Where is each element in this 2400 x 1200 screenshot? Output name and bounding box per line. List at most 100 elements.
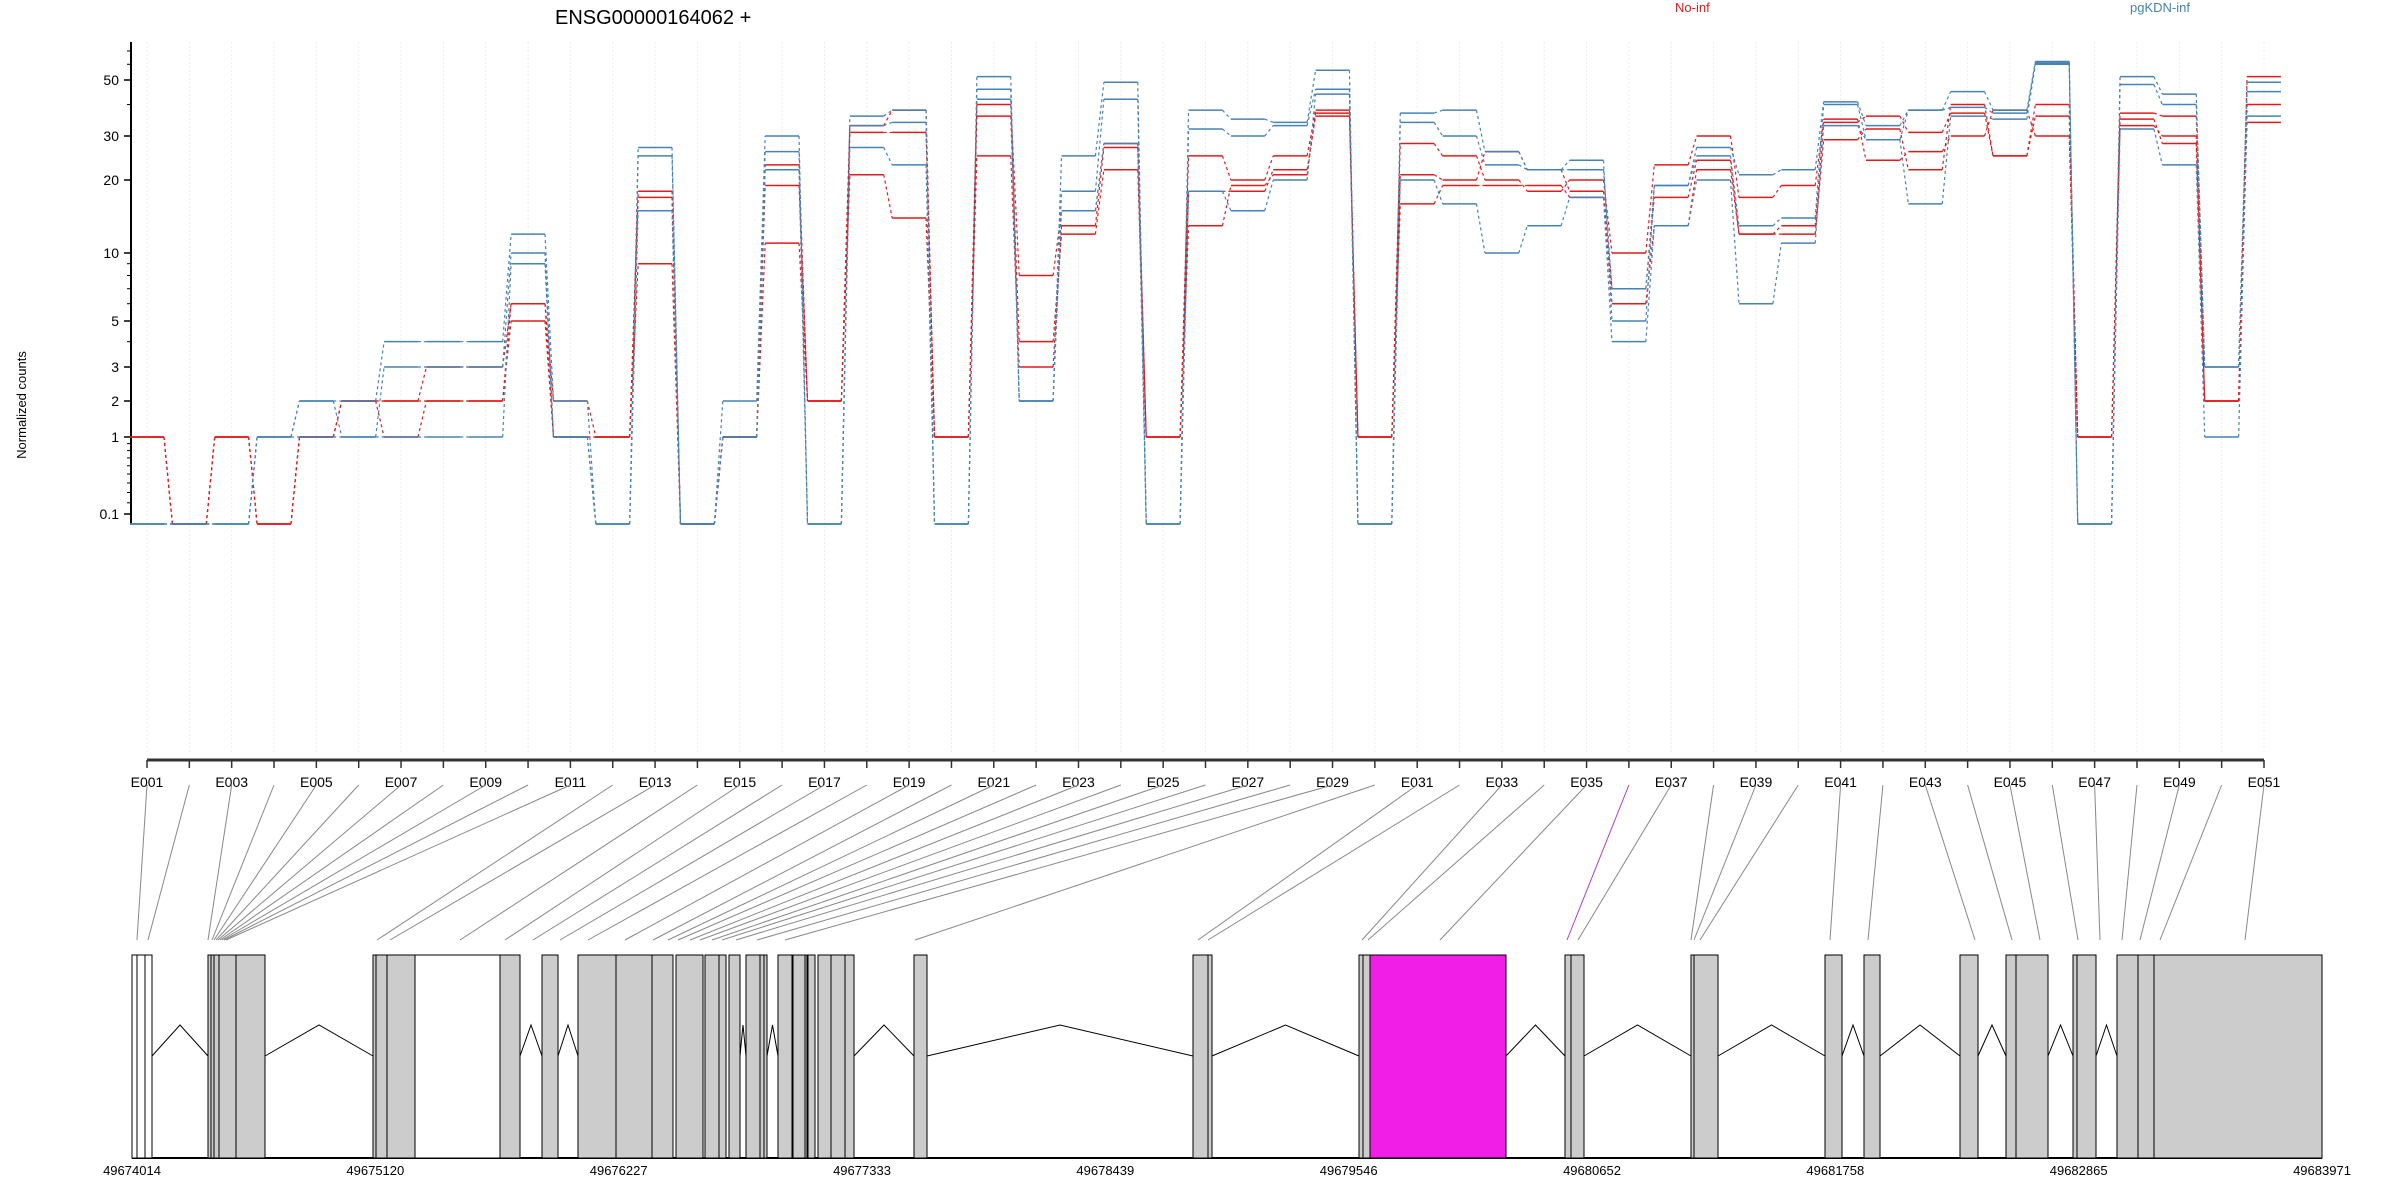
exon-connector-line [586,400,597,438]
exon-connector-line [1645,185,1655,289]
y-tick-label: 1 [111,429,119,445]
genomic-coordinate-label: 49674014 [103,1163,161,1178]
exon-connector-line [417,400,428,438]
exon-connector-line [2153,118,2163,144]
exon-connector-line [1264,155,1274,181]
exon-box [704,954,720,1159]
exon-connector-line [1602,169,1613,289]
exon-box [2153,954,2323,1159]
exon-box [136,954,146,1159]
exon-connector-line [375,400,385,438]
exon-connector [532,784,783,941]
exon-connector-line [1772,217,1782,227]
exon-connector-line [2195,143,2206,402]
x-tick-label: E029 [1316,774,1349,790]
series-lines [130,60,2281,525]
exon-connector [223,784,529,941]
exon-connector-line [1179,191,1190,525]
exon-connector-line [2026,61,2036,111]
exon-connector-line [1602,197,1613,342]
exon-connector-line [629,197,639,438]
exon-connector-line [1984,91,1994,111]
exon-box [2076,954,2097,1159]
x-tick-label: E037 [1655,774,1688,790]
exon-box [235,954,266,1159]
exon-connector-line [1772,169,1782,176]
exon-connector-line [1433,122,1444,137]
x-tick-label: E021 [977,774,1010,790]
exon-connector-line [883,109,893,117]
exon-box [777,954,793,1159]
exon-connector-line [671,210,682,525]
exon-connector-line [1814,139,1825,235]
exon-connector-line [1010,89,1020,402]
exon-connector-line [1856,119,1867,161]
exon-box [2015,954,2049,1159]
exon-connector-line [1729,135,1740,198]
exon-connector-line [1560,185,1571,198]
exon-connectors [136,784,2265,941]
exon-connector [1439,784,1587,941]
exon-connector [587,784,868,941]
exon-connector-line [1729,179,1740,304]
exon-box [615,954,653,1159]
exon-connector [2009,784,2041,941]
exon-connector-line [544,303,555,402]
exon-box [844,954,855,1159]
exon-connector-line [1221,109,1232,120]
exon-connector [2159,784,2223,941]
x-tick-label: E009 [469,774,502,790]
exon-connector-line [1264,169,1274,192]
exon-connector-line [756,164,766,438]
x-tick-label: E033 [1486,774,1519,790]
intron-line [519,1023,543,1057]
exon-box [2072,954,2078,1159]
exon-connector-line [417,366,428,402]
exon-connector-line [1264,179,1274,211]
exon-connector [1924,784,1976,941]
exon-connector-line [1222,128,1232,137]
y-tick-label: 20 [103,172,119,188]
exon-connector [219,784,444,941]
exon-connector-line [1899,109,1909,126]
exon-connector-line [1645,164,1655,254]
exon-connector-line [1814,125,1825,244]
exon-box [759,954,765,1159]
exon-connector [677,784,1037,941]
exon-connector [1577,784,1672,941]
x-tick-label: E043 [1909,774,1942,790]
exon-connector-line [1264,174,1274,186]
exon-box [375,954,388,1159]
x-tick-label: E031 [1401,774,1434,790]
legend-no-inf: No-inf [1675,0,1710,15]
intron-line [766,1024,779,1057]
exon-connector-line [1433,109,1443,114]
exon-connector-line [2026,64,2036,120]
intron-line [2095,1023,2118,1057]
exon-connector-line [2195,104,2206,368]
exon-connector [1693,784,1757,941]
x-tick-label: E007 [385,774,418,790]
x-tick-label: E015 [723,774,756,790]
exon-box [1570,954,1585,1159]
y-tick-label: 3 [111,359,119,375]
exon-connector [211,784,275,941]
exon-connector-line [629,263,639,438]
grid-lines [146,42,2265,752]
exon-connector-line [1433,143,1444,157]
exon-connector-line [1984,106,1994,114]
exon-connector-line [883,174,893,219]
exon-connector-line [1899,128,1909,170]
genomic-coordinate-label: 49676227 [590,1163,648,1178]
exon-connector-line [1475,110,1486,152]
exon-connector-line [1941,104,1952,170]
exon-box [817,954,832,1159]
exon-connector-line [1391,203,1401,438]
exon-box [913,954,928,1159]
exon-connector-line [1687,179,1698,226]
exon-connector [389,784,656,941]
exon-box-unfilled [414,954,501,1159]
intron-line [1841,1023,1865,1057]
genomic-coordinate-label: 49682865 [2050,1163,2108,1178]
exon-connector-line [1179,191,1190,438]
